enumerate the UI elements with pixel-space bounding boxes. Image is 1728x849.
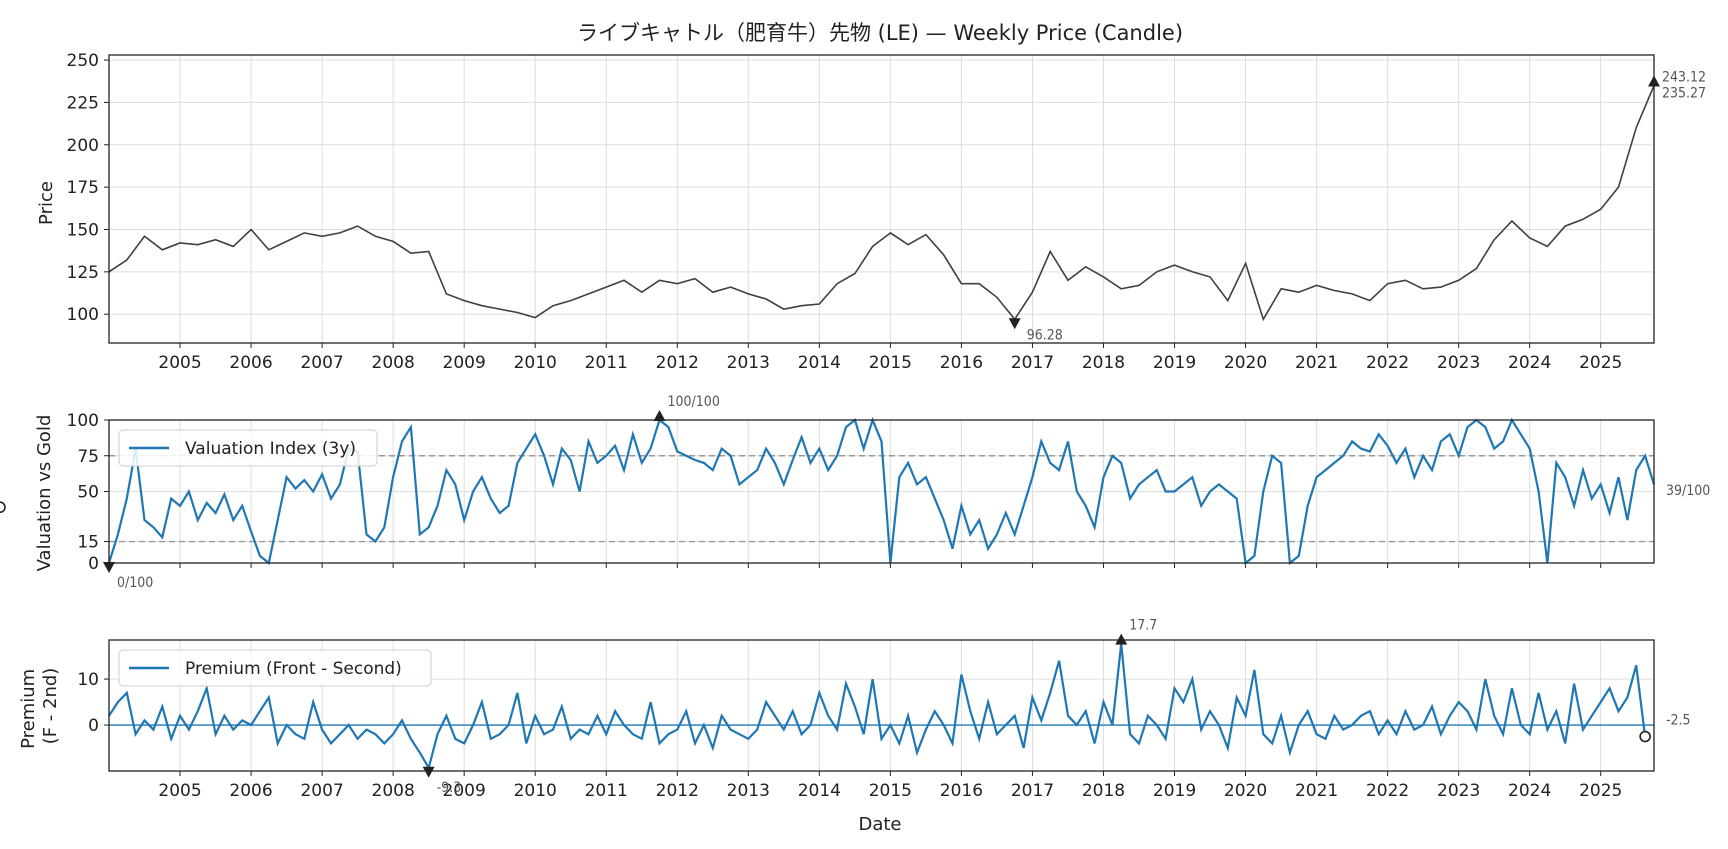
y-tick-label: 75 <box>77 447 99 467</box>
x-tick-label: 2018 <box>1082 353 1125 373</box>
x-tick-label: 2019 <box>1153 353 1196 373</box>
max-marker <box>653 410 666 421</box>
x-tick-label: 2020 <box>1224 781 1267 801</box>
x-tick-label: 2009 <box>443 353 486 373</box>
premium-legend-label: Premium (Front - Second) <box>185 659 402 679</box>
price-panel: 100 125 150 175 200 225 250 2005 2006 2007 2008 20… <box>36 51 1706 373</box>
x-tick-label: 2018 <box>1082 781 1125 801</box>
chart-title: ライブキャトル（肥育牛）先物 (LE) — Weekly Price (Cand… <box>577 21 1183 45</box>
x-tick-label: 2024 <box>1508 353 1551 373</box>
x-tick-label: 2016 <box>940 353 983 373</box>
x-tick-label: 2010 <box>514 781 557 801</box>
valuation-panel: 015 50 75 100 100/100 0/100 39/100 Valuation … <box>0 394 1710 591</box>
price-series-line <box>108 85 1655 322</box>
x-tick-label: 2006 <box>229 781 272 801</box>
x-tick-label: 2014 <box>798 353 841 373</box>
x-tick-label: 2020 <box>1224 353 1267 373</box>
y-tick-label: 225 <box>67 93 99 113</box>
x-tick-label: 2013 <box>727 353 770 373</box>
x-tick-label: 2017 <box>1011 781 1054 801</box>
y-tick-label: 10 <box>77 670 99 690</box>
x-tick-label: 2005 <box>158 353 201 373</box>
x-tick-label: 2019 <box>1153 781 1196 801</box>
valuation-y-axis-title: Valuation vs Gold <box>34 415 55 572</box>
max-annotation: 17.7 <box>1129 618 1157 634</box>
x-tick-label: 2015 <box>869 781 912 801</box>
min-annotation: 0/100 <box>117 575 153 591</box>
x-tick-label: 2011 <box>585 353 628 373</box>
y-tick-label: 125 <box>67 263 99 283</box>
price-y-axis-title: Price <box>36 181 57 225</box>
x-tick-label: 2023 <box>1437 781 1480 801</box>
y-tick-label: 175 <box>67 178 99 198</box>
last-annotation: 39/100 <box>1666 483 1710 499</box>
y-tick-label: 100 <box>67 411 99 431</box>
min-marker <box>422 766 435 778</box>
max-annotation: 243.12 <box>1662 69 1706 85</box>
x-tick-label: 2022 <box>1366 781 1409 801</box>
x-tick-label: 2014 <box>798 781 841 801</box>
min-annotation: -9.3 <box>437 780 462 796</box>
valuation-legend: Valuation Index (3y) <box>118 429 378 467</box>
last-annotation: 235.27 <box>1662 85 1706 101</box>
x-tick-label: 2017 <box>1011 353 1054 373</box>
max-annotation: 100/100 <box>668 394 720 410</box>
x-tick-label: 2013 <box>727 781 770 801</box>
y-tick-label: 0 <box>88 554 99 574</box>
last-marker <box>1639 730 1651 743</box>
y-tick-label: 200 <box>67 136 99 156</box>
max-marker <box>1115 633 1128 645</box>
x-tick-label: 2006 <box>229 353 272 373</box>
x-tick-label: 2021 <box>1295 781 1338 801</box>
x-tick-label: 2010 <box>514 353 557 373</box>
y-tick-label: 0 <box>88 716 99 736</box>
premium-y-axis-title-line1: Premium <box>18 669 39 749</box>
last-marker <box>0 501 6 514</box>
valuation-series-line <box>107 416 1656 566</box>
x-tick-label: 2007 <box>300 353 343 373</box>
x-tick-label: 2011 <box>585 781 628 801</box>
y-tick-label: 15 <box>77 533 99 553</box>
x-tick-label: 2015 <box>869 353 912 373</box>
y-tick-label: 150 <box>67 220 99 240</box>
min-marker <box>103 562 115 573</box>
y-tick-label: 100 <box>67 305 99 325</box>
x-tick-label: 2008 <box>372 781 415 801</box>
premium-series-line <box>108 643 1647 771</box>
x-tick-label: 2008 <box>372 353 415 373</box>
y-tick-label: 250 <box>67 51 99 71</box>
x-tick-label: 2012 <box>656 781 699 801</box>
x-tick-label: 2025 <box>1579 781 1622 801</box>
x-tick-label: 2009 <box>443 781 486 801</box>
x-tick-label: 2016 <box>940 781 983 801</box>
x-tick-label: 2021 <box>1295 353 1338 373</box>
last-annotation: -2.5 <box>1666 713 1691 729</box>
premium-y-axis-title-line2: (F - 2nd) <box>40 668 61 745</box>
x-tick-label: 2005 <box>158 781 201 801</box>
premium-y-axis-title: Premium (F - 2nd) <box>18 663 61 749</box>
premium-panel: 0 10 2005 2006 2007 2008 2009 2010 2011 2012 2013… <box>18 618 1691 835</box>
x-tick-label: 2024 <box>1508 781 1551 801</box>
x-tick-label: 2023 <box>1437 353 1480 373</box>
x-tick-label: 2012 <box>656 353 699 373</box>
premium-legend: Premium (Front - Second) <box>118 649 432 687</box>
x-tick-label: 2022 <box>1366 353 1409 373</box>
x-tick-label: 2007 <box>300 781 343 801</box>
min-marker <box>1008 318 1021 330</box>
y-tick-label: 50 <box>77 483 99 503</box>
valuation-legend-label: Valuation Index (3y) <box>185 439 356 459</box>
min-annotation: 96.28 <box>1027 327 1063 343</box>
x-axis-title: Date <box>858 814 901 835</box>
x-tick-label: 2025 <box>1579 353 1622 373</box>
